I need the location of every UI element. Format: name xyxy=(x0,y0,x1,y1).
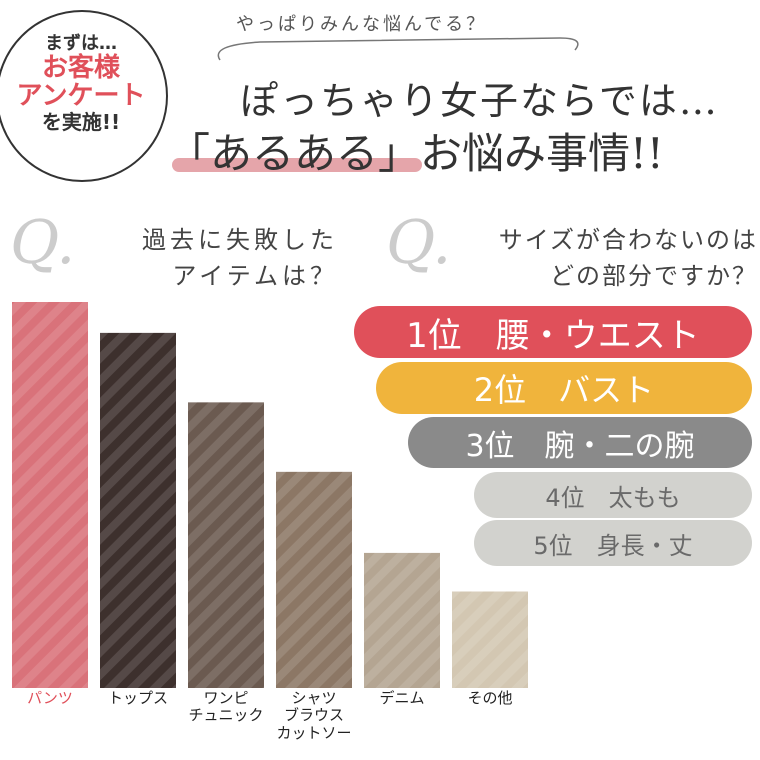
rank-pill: 2位 バスト xyxy=(376,362,752,414)
rank-pill: 4位 太もも xyxy=(474,472,752,518)
underline xyxy=(172,158,422,172)
bar xyxy=(452,591,528,688)
rank-label: 腰・ウエスト xyxy=(495,315,700,356)
x-tick-label: シャツ ブラウス カットソー xyxy=(276,689,352,742)
title-line: ぽっちゃり女子ならでは… xyxy=(240,79,719,123)
rank-label: 腕・二の腕 xyxy=(544,428,695,464)
rank-pill: 5位 身長・丈 xyxy=(474,520,752,566)
bar xyxy=(12,302,88,688)
subtitle: やっぱりみんな悩んでる？ xyxy=(236,14,488,35)
badge-text: まずは… お客様 アンケート を実施!! xyxy=(0,34,162,133)
x-tick-label: デニム xyxy=(379,689,425,707)
rank-label: 身長・丈 xyxy=(596,531,693,560)
x-tick-label: ワンピ チュニック xyxy=(188,689,264,725)
q-mark: Q. xyxy=(10,208,76,278)
x-tick-label: パンツ xyxy=(27,689,73,707)
rank-rank: 5位 xyxy=(533,531,573,560)
bar xyxy=(100,332,176,688)
question: サイズが合わないのは どの部分ですか？ xyxy=(498,226,758,290)
swoosh xyxy=(217,37,579,61)
rank-rank: 4位 xyxy=(545,483,585,512)
x-tick-label: トップス xyxy=(107,689,168,707)
badge-line: を実施!! xyxy=(41,109,121,134)
chart xyxy=(12,302,528,688)
rank-pill: 1位 腰・ウエスト xyxy=(354,306,752,358)
question: 過去に失敗した アイテムは？ xyxy=(142,226,338,290)
title-line: 「あるある」お悩み事情!! xyxy=(168,129,664,178)
x-tick-label: その他 xyxy=(467,689,513,707)
badge-line: まずは… xyxy=(45,33,117,54)
rank-pill: 3位 腕・二の腕 xyxy=(408,417,752,468)
rank-rank: 1位 xyxy=(406,315,462,356)
rank-rank: 2位 xyxy=(473,371,527,409)
bar xyxy=(364,552,440,688)
badge-line: アンケート xyxy=(16,81,146,112)
q-mark: Q. xyxy=(386,208,452,278)
bar xyxy=(276,471,352,688)
badge-line: お客様 xyxy=(41,52,120,83)
bar xyxy=(188,402,264,688)
rank-label: 太もも xyxy=(608,483,681,512)
badge xyxy=(0,10,168,182)
rank-label: バスト xyxy=(558,371,655,409)
rank-rank: 3位 xyxy=(465,428,515,464)
